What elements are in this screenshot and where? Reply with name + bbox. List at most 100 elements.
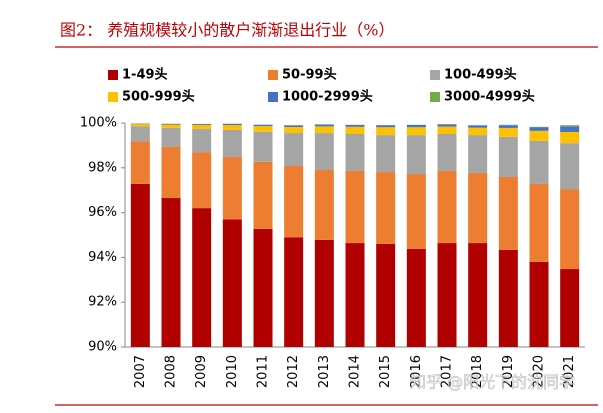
bar-segment [345, 126, 365, 134]
bar-segment [130, 126, 150, 142]
bar-segment [161, 124, 181, 128]
bar-segment [192, 124, 212, 126]
bar-segment [529, 140, 549, 184]
x-tick-label: 2021 [562, 355, 577, 388]
x-tick-label: 2018 [470, 355, 485, 388]
x-tick-label: 2007 [133, 355, 148, 388]
bar-segment [468, 127, 488, 136]
bar-segment [376, 135, 396, 173]
bar-segment [314, 133, 334, 171]
bar-segment [130, 183, 150, 347]
bar-segment [253, 126, 273, 132]
y-tick-label: 94% [88, 250, 117, 265]
bar-segment [498, 250, 518, 347]
legend-swatch [268, 70, 278, 80]
bar-segment [345, 170, 365, 244]
bar-segment [529, 130, 549, 141]
bar-segment [560, 189, 580, 270]
x-tick-label: 2014 [348, 355, 363, 388]
x-tick-label: 2019 [501, 355, 516, 388]
y-tick-label: 100% [80, 116, 117, 131]
bar-segment [437, 124, 457, 127]
bar-segment [284, 125, 304, 128]
bar-segment [130, 124, 150, 127]
bar-segment [376, 172, 396, 244]
bar-segment [498, 125, 518, 128]
bar-segment [345, 133, 365, 171]
x-tick-label: 2013 [317, 355, 332, 388]
bar-segment [560, 126, 580, 132]
watermark: 知乎 @阳光下的沈同学 [410, 373, 575, 392]
bar-segment [284, 133, 304, 167]
bar-segment [345, 243, 365, 347]
bar-segment [560, 143, 580, 190]
legend-label: 1000-2999头 [282, 89, 373, 105]
bar-segment [161, 127, 181, 147]
bar-segment [560, 131, 580, 144]
x-tick-label: 2015 [378, 355, 393, 388]
y-tick-label: 90% [88, 340, 117, 355]
bar-segment [161, 146, 181, 199]
bar-segment [406, 125, 426, 128]
bar-segment [314, 124, 334, 127]
bar-segment [161, 198, 181, 347]
bar-segment [437, 170, 457, 244]
bar-segment [284, 166, 304, 238]
x-tick-label: 2017 [440, 355, 455, 388]
y-tick-label: 98% [88, 160, 117, 175]
legend-label: 100-499头 [444, 67, 517, 83]
bar-segment [253, 228, 273, 347]
bar-segment [284, 237, 304, 347]
bar-segment [529, 127, 549, 131]
legend-swatch [108, 92, 118, 102]
bar-segment [406, 135, 426, 175]
bar-segment [130, 141, 150, 184]
legend-label: 500-999头 [122, 89, 195, 105]
x-tick-label: 2008 [164, 355, 179, 388]
bar-segment [222, 157, 242, 220]
bar-segment [314, 170, 334, 240]
bar-segment [222, 129, 242, 158]
bar-segment [468, 243, 488, 347]
bar-segment [161, 123, 181, 125]
bar-segment [437, 243, 457, 347]
bar-segment [529, 183, 549, 262]
bar-segment [284, 127, 304, 134]
x-tick-label: 2012 [286, 355, 301, 388]
chart-title: 图2： 养殖规模较小的散户渐渐退出行业（%） [60, 21, 394, 40]
bar-segment [345, 125, 365, 127]
bar-segment [192, 208, 212, 347]
bar-segment [437, 133, 457, 171]
bar-segment [222, 125, 242, 130]
legend-label: 1-49头 [122, 67, 168, 83]
x-tick-label: 2010 [225, 355, 240, 388]
bar-segment [376, 243, 396, 347]
bar-segment [376, 125, 396, 128]
bar-segment [314, 126, 334, 134]
bar-segment [468, 125, 488, 128]
bar-segment [529, 261, 549, 347]
bar-segment [222, 123, 242, 126]
bar-segment [498, 176, 518, 251]
y-tick-label: 96% [88, 205, 117, 220]
bar-segment [468, 135, 488, 173]
x-tick-label: 2009 [194, 355, 209, 388]
legend-label: 50-99头 [282, 67, 337, 83]
bar-segment [406, 248, 426, 347]
bar-segment [192, 129, 212, 153]
x-tick-label: 2011 [256, 355, 271, 388]
legend-swatch [430, 92, 440, 102]
legend-label: 3000-4999头 [444, 89, 535, 105]
x-tick-label: 2016 [409, 355, 424, 388]
bar-segment [222, 219, 242, 347]
legend-swatch [268, 92, 278, 102]
bar-segment [498, 127, 518, 137]
bar-segment [560, 269, 580, 347]
bar-segment [560, 125, 580, 127]
bar-segment [498, 136, 518, 177]
legend-swatch [430, 70, 440, 80]
y-tick-label: 92% [88, 295, 117, 310]
legend-swatch [108, 70, 118, 80]
bar-segment [468, 172, 488, 244]
